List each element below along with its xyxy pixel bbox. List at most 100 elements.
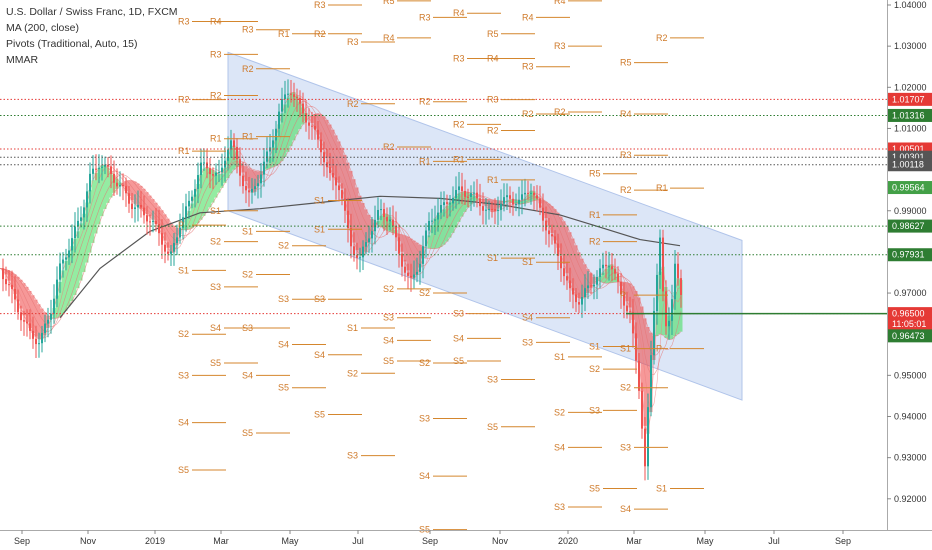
candle-body xyxy=(119,185,121,187)
candle-body xyxy=(521,194,523,200)
candle-body xyxy=(221,167,223,173)
candle-body xyxy=(677,263,679,279)
candle-body xyxy=(197,175,199,189)
pivot-label-r2: R2 xyxy=(620,185,632,195)
candle-body xyxy=(554,236,556,244)
pivot-label-r2: R2 xyxy=(589,237,601,247)
candle-body xyxy=(215,172,217,176)
time-tick-label: Nov xyxy=(492,536,509,546)
candle-body xyxy=(41,332,43,344)
pivot-label-s4: S4 xyxy=(620,504,631,514)
price-tag-label: 1.00501 xyxy=(892,144,925,154)
time-tick-label: Nov xyxy=(80,536,97,546)
candle-body xyxy=(449,203,451,205)
pivot-label-s3: S3 xyxy=(314,294,325,304)
candle-body xyxy=(74,226,76,239)
pivot-label-r1: R1 xyxy=(242,132,254,142)
time-tick-label: Sep xyxy=(14,536,30,546)
candle-body xyxy=(443,202,445,206)
pivot-label-r2: R2 xyxy=(383,142,395,152)
candle-body xyxy=(587,285,589,289)
pivot-label-r4: R4 xyxy=(554,0,566,6)
candle-body xyxy=(308,122,310,126)
symbol-title[interactable]: U.S. Dollar / Swiss Franc, 1D, FXCM xyxy=(6,6,178,18)
pivot-label-r2: R2 xyxy=(656,33,668,43)
candle-body xyxy=(266,151,268,162)
price-tag-box xyxy=(888,317,932,331)
candle-body xyxy=(179,227,181,238)
candle-body xyxy=(479,198,481,207)
pivot-label-s2: S2 xyxy=(589,364,600,374)
pivot-label-s4: S4 xyxy=(453,333,464,343)
candle-body xyxy=(167,251,169,254)
price-tick-label: 0.95000 xyxy=(894,370,927,380)
time-axis[interactable]: Sep Nov 2019 Mar May Jul Sep Nov 2020 Mar May Jul Se… xyxy=(14,530,851,546)
pivot-label-r2: R2 xyxy=(522,109,534,119)
pivot-label-s1: S1 xyxy=(314,224,325,234)
price-tag-box xyxy=(888,181,932,195)
pivot-label-r2: R2 xyxy=(314,29,326,39)
candle-body xyxy=(293,94,295,97)
candle-body xyxy=(101,166,103,168)
candle-body xyxy=(245,186,247,191)
pivot-label-s3: S3 xyxy=(487,374,498,384)
time-tick-label: Jul xyxy=(352,536,364,546)
pivot-label-s4: S4 xyxy=(178,418,189,428)
candle-body xyxy=(548,230,550,235)
pivot-label-r3: R3 xyxy=(620,150,632,160)
candle-body xyxy=(164,244,166,252)
pivot-label-r4: R4 xyxy=(487,53,499,63)
candle-body xyxy=(230,140,232,150)
candle-body xyxy=(671,299,673,321)
candle-body xyxy=(527,192,529,194)
candle-body xyxy=(188,200,190,207)
pivot-label-r3: R3 xyxy=(487,95,499,105)
candle-body xyxy=(242,175,244,187)
candle-body xyxy=(284,94,286,100)
pivot-label-p: P xyxy=(620,290,626,300)
candle-body xyxy=(206,162,208,169)
pivot-label-r3: R3 xyxy=(314,0,326,10)
price-tag-box xyxy=(888,158,932,172)
candle-body xyxy=(65,257,67,260)
candle-body xyxy=(533,192,535,196)
candle-body xyxy=(128,193,130,204)
candle-body xyxy=(377,209,379,220)
candle-body xyxy=(611,266,613,270)
candle-body xyxy=(323,152,325,163)
price-tick-label: 0.97000 xyxy=(894,288,927,298)
pivot-label-s1: S1 xyxy=(242,226,253,236)
candle-body xyxy=(617,273,619,282)
mmar-indicator-label[interactable]: MMAR xyxy=(6,54,39,66)
candle-body xyxy=(38,343,40,345)
candle-body xyxy=(656,274,658,312)
candle-body xyxy=(311,125,313,127)
candle-body xyxy=(173,242,175,252)
price-tag-label: 0.99564 xyxy=(892,183,925,193)
candle-body xyxy=(431,220,433,222)
price-axis[interactable]: 1.040001.030001.020001.010000.990000.980… xyxy=(887,0,927,504)
candle-body xyxy=(404,266,406,273)
candle-body xyxy=(170,251,172,254)
pivot-label-s2: S2 xyxy=(178,329,189,339)
candle-body xyxy=(515,204,517,206)
pivot-label-s2: S2 xyxy=(278,241,289,251)
candle-body xyxy=(503,197,505,204)
candle-body xyxy=(26,321,28,324)
price-tick-label: 1.02000 xyxy=(894,82,927,92)
candle-body xyxy=(302,103,304,114)
pivot-label-s5: S5 xyxy=(178,465,189,475)
pivot-label-s1: S1 xyxy=(656,484,667,494)
pivot-label-s2: S2 xyxy=(383,284,394,294)
candle-body xyxy=(602,264,604,269)
price-tag-box xyxy=(888,248,932,262)
candle-body xyxy=(137,204,139,208)
candle-body xyxy=(572,288,574,295)
ma-indicator-label[interactable]: MA (200, close) xyxy=(6,22,79,34)
candle-body xyxy=(470,193,472,197)
pivots-indicator-label[interactable]: Pivots (Traditional, Auto, 15) xyxy=(6,38,138,50)
candle-body xyxy=(359,257,361,259)
candle-body xyxy=(140,204,142,208)
pivot-label-r2: R2 xyxy=(419,97,431,107)
